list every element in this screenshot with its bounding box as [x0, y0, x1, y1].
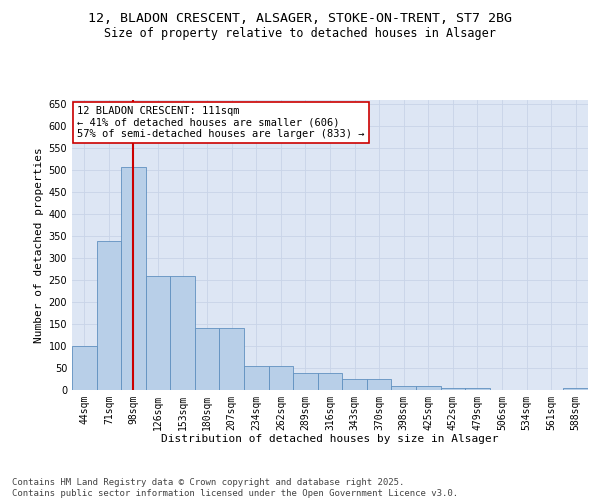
Bar — [244, 366, 269, 390]
Bar — [97, 240, 121, 390]
Text: 12, BLADON CRESCENT, ALSAGER, STOKE-ON-TRENT, ST7 2BG: 12, BLADON CRESCENT, ALSAGER, STOKE-ON-T… — [88, 12, 512, 26]
Bar — [367, 379, 391, 390]
Bar — [121, 167, 146, 390]
Bar — [72, 346, 97, 390]
Bar — [563, 388, 588, 390]
Bar — [465, 388, 490, 390]
Text: Size of property relative to detached houses in Alsager: Size of property relative to detached ho… — [104, 28, 496, 40]
Bar — [146, 276, 170, 390]
Bar — [416, 386, 440, 390]
Text: Contains HM Land Registry data © Crown copyright and database right 2025.
Contai: Contains HM Land Registry data © Crown c… — [12, 478, 458, 498]
Bar — [318, 374, 342, 390]
Bar — [342, 379, 367, 390]
Bar — [440, 388, 465, 390]
Bar — [170, 276, 195, 390]
Y-axis label: Number of detached properties: Number of detached properties — [34, 147, 44, 343]
Bar — [293, 374, 318, 390]
Bar — [391, 386, 416, 390]
X-axis label: Distribution of detached houses by size in Alsager: Distribution of detached houses by size … — [161, 434, 499, 444]
Bar — [220, 328, 244, 390]
Bar — [195, 328, 220, 390]
Bar — [269, 366, 293, 390]
Text: 12 BLADON CRESCENT: 111sqm
← 41% of detached houses are smaller (606)
57% of sem: 12 BLADON CRESCENT: 111sqm ← 41% of deta… — [77, 106, 365, 139]
